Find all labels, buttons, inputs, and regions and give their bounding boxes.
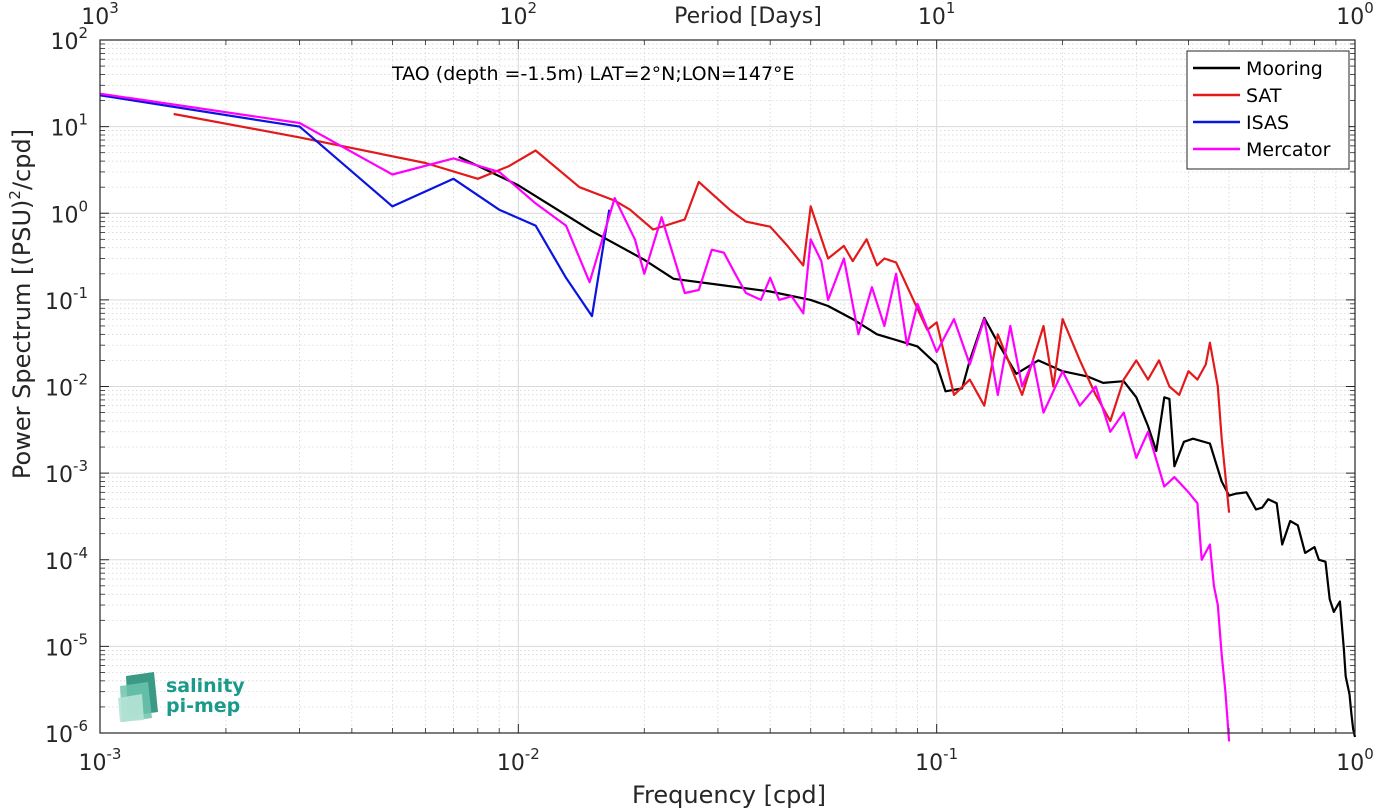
x-tick-label: 10-2	[497, 745, 540, 776]
legend: Mooring SAT ISAS Mercator	[1186, 50, 1350, 170]
top-tick-label: 103	[81, 0, 119, 30]
top-tick-label: 101	[918, 0, 956, 30]
logo-text-line1: salinity	[166, 675, 245, 697]
x-tick-label: 10-3	[79, 745, 122, 776]
x-tick-label: 10-1	[915, 745, 958, 776]
series-line-isas	[99, 94, 611, 318]
salinity-pi-mep-logo: salinity pi-mep	[118, 672, 245, 722]
minor-grid	[100, 40, 1355, 733]
y-tick-label: 100	[50, 197, 88, 228]
series-layer	[99, 92, 1357, 742]
y-tick-label: 10-3	[45, 457, 88, 488]
x-tick-label: 100	[1336, 745, 1374, 776]
y-tick-label: 101	[50, 111, 88, 142]
station-annotation: TAO (depth =-1.5m) LAT=2°N;LON=147°E	[391, 63, 795, 85]
y-tick-label: 10-6	[45, 717, 88, 748]
y-axis-label: Power Spectrum [(PSU)2/cpd]	[6, 129, 36, 479]
legend-label-mercator: Mercator	[1246, 139, 1331, 161]
y-tick-label: 10-5	[45, 630, 88, 661]
top-tick-label: 102	[500, 0, 538, 30]
legend-items: Mooring SAT ISAS Mercator	[1193, 58, 1331, 161]
major-grid	[100, 40, 1355, 733]
y-axis-label-main: Power Spectrum [(PSU)	[8, 200, 36, 479]
tick-marks	[99, 39, 1356, 734]
legend-label-sat: SAT	[1246, 85, 1282, 107]
x-axis-label: Frequency [cpd]	[632, 781, 826, 809]
y-tick-label: 10-1	[45, 284, 88, 315]
y-tick-label: 102	[50, 24, 88, 55]
series-line-mercator	[99, 92, 1231, 742]
y-tick-label: 10-4	[45, 544, 88, 575]
series-line-sat	[173, 112, 1231, 513]
y-axis-label-tail: /cpd]	[8, 129, 36, 190]
logo-text-line2: pi-mep	[166, 695, 240, 717]
legend-label-isas: ISAS	[1246, 112, 1289, 134]
y-tick-label: 10-2	[45, 371, 88, 402]
top-tick-label: 100	[1336, 0, 1374, 30]
logo-wave-front	[118, 694, 144, 722]
y-axis-label-sup: 2	[6, 190, 24, 200]
legend-label-mooring: Mooring	[1246, 58, 1323, 80]
top-axis-label: Period [Days]	[674, 4, 822, 29]
